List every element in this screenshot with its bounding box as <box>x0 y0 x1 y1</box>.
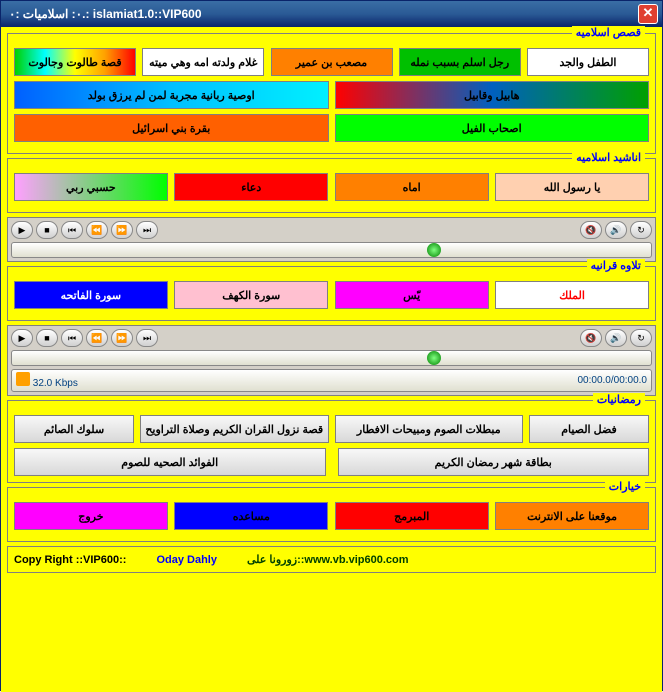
vol-icon[interactable]: 🔊 <box>605 221 627 239</box>
nasheed-btn-4[interactable]: حسبي ربي <box>14 173 168 201</box>
ramadan-btn-6[interactable]: الفوائد الصحيه للصوم <box>14 448 326 476</box>
mute-icon[interactable]: 🔇 <box>580 329 602 347</box>
ramadan-btn-2[interactable]: مبطلات الصوم ومبيحات الافطار <box>335 415 524 443</box>
story-btn-9[interactable]: بقرة بني اسرائيل <box>14 114 329 142</box>
copyright-label: Copy Right ::VIP600:: <box>14 554 126 566</box>
loop-icon[interactable]: ↻ <box>630 329 652 347</box>
story-btn-7[interactable]: اوصية ربانية مجربة لمن لم يرزق بولد <box>14 81 329 109</box>
group-nasheed: اناشيد اسلاميه يا رسول الله اماه دعاء حس… <box>7 158 656 213</box>
mute-icon[interactable]: 🔇 <box>580 221 602 239</box>
kbps-label: 32.0 Kbps <box>33 378 78 389</box>
option-exit-button[interactable]: خروج <box>14 502 168 530</box>
group-options: خيارات موقعنا على الانترنت المبرمج مساعد… <box>7 487 656 542</box>
player1-controls: ▶ ■ ⏮ ⏪ ⏩ ⏭ 🔇 🔊 ↻ <box>11 221 652 239</box>
story-btn-6[interactable]: هابيل وقابيل <box>335 81 650 109</box>
option-programmer-button[interactable]: المبرمج <box>335 502 489 530</box>
stop-icon[interactable]: ■ <box>36 329 58 347</box>
group-quran-title: تلاوه قرانيه <box>587 259 645 272</box>
quran-btn-2[interactable]: يّس <box>335 281 489 309</box>
play-icon[interactable]: ▶ <box>11 329 33 347</box>
time-label: 00:00.0/00:00.0 <box>577 375 647 386</box>
option-help-button[interactable]: مساعده <box>174 502 328 530</box>
player2-controls: ▶ ■ ⏮ ⏪ ⏩ ⏭ 🔇 🔊 ↻ <box>11 329 652 347</box>
rew-icon[interactable]: ⏪ <box>86 329 108 347</box>
nasheed-btn-2[interactable]: اماه <box>335 173 489 201</box>
nasheed-btn-3[interactable]: دعاء <box>174 173 328 201</box>
prev-icon[interactable]: ⏮ <box>61 221 83 239</box>
group-ramadan: رمضانيات فضل الصيام مبطلات الصوم ومبيحات… <box>7 400 656 483</box>
group-nasheed-title: اناشيد اسلاميه <box>572 151 645 164</box>
vol-icon[interactable]: 🔊 <box>605 329 627 347</box>
quran-btn-3[interactable]: سورة الكهف <box>174 281 328 309</box>
author-label: Oday Dahly <box>156 554 217 566</box>
loop-icon[interactable]: ↻ <box>630 221 652 239</box>
quran-btn-4[interactable]: سورة الفاتحه <box>14 281 168 309</box>
group-quran: تلاوه قرانيه الملك يّس سورة الكهف سورة ا… <box>7 266 656 321</box>
window-title: ٠: اسلاميات :٠.: islamiat1.0::VIP600 <box>5 7 202 21</box>
player2-seek-slider[interactable] <box>11 350 652 366</box>
group-stories-title: قصص اسلاميه <box>572 26 645 39</box>
group-ramadan-title: رمضانيات <box>593 393 645 406</box>
visit-link[interactable]: زورونا على::www.vb.vip600.com <box>247 553 409 566</box>
ramadan-btn-4[interactable]: سلوك الصائم <box>14 415 134 443</box>
titlebar: ٠: اسلاميات :٠.: islamiat1.0::VIP600 ✕ <box>1 1 662 27</box>
story-btn-2[interactable]: رجل اسلم بسبب نمله <box>399 48 521 76</box>
main-window: ٠: اسلاميات :٠.: islamiat1.0::VIP600 ✕ ق… <box>0 0 663 691</box>
nasheed-btn-1[interactable]: يا رسول الله <box>495 173 649 201</box>
prev-icon[interactable]: ⏮ <box>61 329 83 347</box>
ramadan-btn-1[interactable]: فضل الصيام <box>529 415 649 443</box>
player2-status: 32.0 Kbps 00:00.0/00:00.0 <box>11 369 652 392</box>
media-player-2: ▶ ■ ⏮ ⏪ ⏩ ⏭ 🔇 🔊 ↻ 32.0 Kbps 00:00.0/00:0… <box>7 325 656 396</box>
content: قصص اسلاميه الطفل والجد رجل اسلم بسبب نم… <box>1 27 662 692</box>
player1-seek-slider[interactable] <box>11 242 652 258</box>
media-player-1: ▶ ■ ⏮ ⏪ ⏩ ⏭ 🔇 🔊 ↻ <box>7 217 656 262</box>
fwd-icon[interactable]: ⏩ <box>111 329 133 347</box>
quran-btn-1[interactable]: الملك <box>495 281 649 309</box>
story-btn-3[interactable]: مصعب بن عمير <box>271 48 393 76</box>
next-icon[interactable]: ⏭ <box>136 329 158 347</box>
story-btn-5[interactable]: قصة طالوت وجالوت <box>14 48 136 76</box>
close-button[interactable]: ✕ <box>638 4 658 24</box>
status-icon <box>16 372 30 386</box>
ramadan-btn-3[interactable]: قصة نزول القران الكريم وصلاة التراويح <box>140 415 329 443</box>
story-btn-4[interactable]: غلام ولدته امه وهي ميته <box>142 48 264 76</box>
fwd-icon[interactable]: ⏩ <box>111 221 133 239</box>
story-btn-8[interactable]: اصحاب الفيل <box>335 114 650 142</box>
option-website-button[interactable]: موقعنا على الانترنت <box>495 502 649 530</box>
slider-thumb-icon[interactable] <box>427 243 441 257</box>
stop-icon[interactable]: ■ <box>36 221 58 239</box>
play-icon[interactable]: ▶ <box>11 221 33 239</box>
ramadan-btn-5[interactable]: بطاقة شهر رمضان الكريم <box>338 448 650 476</box>
rew-icon[interactable]: ⏪ <box>86 221 108 239</box>
footer: Copy Right ::VIP600:: Oday Dahly زورونا … <box>7 546 656 573</box>
next-icon[interactable]: ⏭ <box>136 221 158 239</box>
slider-thumb-icon[interactable] <box>427 351 441 365</box>
story-btn-1[interactable]: الطفل والجد <box>527 48 649 76</box>
group-stories: قصص اسلاميه الطفل والجد رجل اسلم بسبب نم… <box>7 33 656 154</box>
group-options-title: خيارات <box>605 480 645 493</box>
